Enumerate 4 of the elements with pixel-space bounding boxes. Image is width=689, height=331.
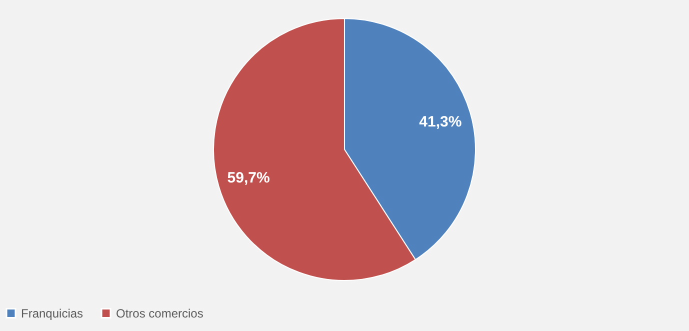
legend-label: Otros comercios [116,306,204,320]
data-label: 41,3% [419,113,462,130]
data-label: 59,7% [227,170,270,187]
legend-label: Franquicias [21,306,84,320]
